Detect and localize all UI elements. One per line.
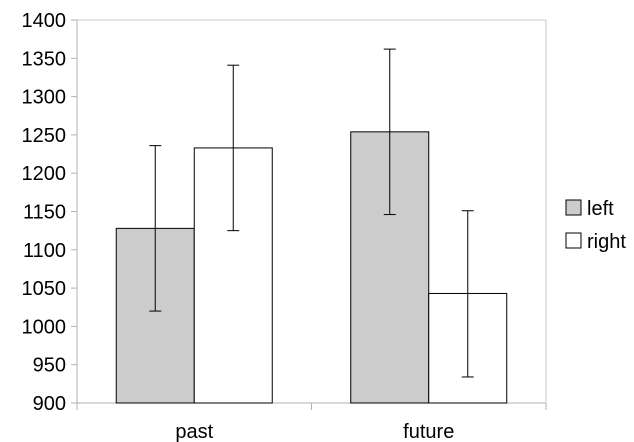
y-tick-label: 1100 (23, 240, 66, 262)
y-tick-label: 1350 (22, 48, 67, 70)
y-tick-label: 1000 (22, 316, 67, 338)
y-tick-label: 900 (33, 393, 66, 415)
x-axis: past future (76, 402, 547, 442)
y-tick-label: 950 (33, 355, 66, 377)
legend-label-right: right (587, 231, 626, 253)
x-category-label: past (175, 421, 213, 442)
legend-label-left: left (587, 198, 614, 220)
y-tick-label: 1050 (22, 278, 67, 300)
y-tick-label: 1150 (23, 202, 66, 224)
plot-area (77, 19, 547, 404)
x-category-label: future (403, 421, 454, 442)
legend-swatch-left (565, 199, 582, 216)
y-axis: 900 950 1000 1050 1100 1150 1200 1250 1300 1350 14… (22, 10, 78, 415)
y-tick-label: 1400 (22, 10, 67, 32)
y-tick-label: 1250 (22, 125, 67, 147)
legend-swatch-right (565, 232, 582, 249)
y-tick-label: 1300 (22, 87, 67, 109)
legend: left right (565, 198, 626, 253)
y-tick-label: 1200 (22, 163, 67, 185)
